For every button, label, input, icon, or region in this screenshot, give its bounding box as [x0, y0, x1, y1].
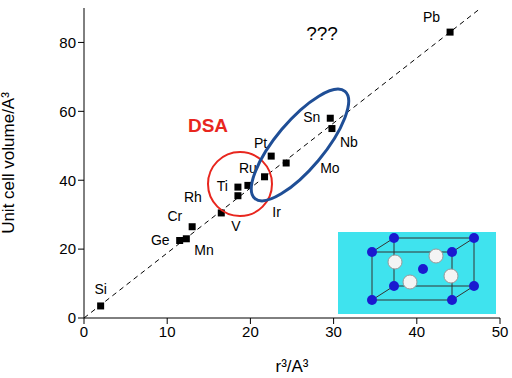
svg-text:10: 10 [159, 323, 176, 340]
svg-text:Ge: Ge [151, 232, 170, 248]
svg-text:Ir: Ir [272, 204, 281, 220]
svg-text:40: 40 [59, 172, 76, 189]
svg-text:40: 40 [408, 323, 425, 340]
svg-text:Rh: Rh [184, 189, 202, 205]
svg-text:Pb: Pb [423, 9, 440, 25]
svg-text:80: 80 [59, 34, 76, 51]
svg-text:Ru: Ru [239, 160, 257, 176]
svg-text:20: 20 [242, 323, 259, 340]
svg-text:0: 0 [80, 323, 88, 340]
svg-text:30: 30 [325, 323, 342, 340]
svg-text:Nb: Nb [340, 134, 358, 150]
svg-text:Si: Si [94, 281, 106, 297]
svg-text:???: ??? [306, 23, 338, 44]
svg-text:50: 50 [492, 323, 509, 340]
svg-text:Sn: Sn [303, 109, 320, 125]
svg-text:Mo: Mo [320, 160, 340, 176]
svg-text:r³/A³: r³/A³ [275, 357, 308, 376]
svg-text:DSA: DSA [188, 115, 228, 136]
svg-text:Mn: Mn [194, 242, 213, 258]
svg-text:V: V [231, 218, 241, 234]
svg-text:Cr: Cr [167, 208, 182, 224]
svg-text:Pt: Pt [254, 135, 267, 151]
svg-text:0: 0 [68, 309, 76, 326]
svg-text:20: 20 [59, 240, 76, 257]
svg-text:Unit cell volume/A³: Unit cell volume/A³ [0, 92, 18, 234]
svg-text:Ti: Ti [217, 178, 228, 194]
svg-text:60: 60 [59, 103, 76, 120]
